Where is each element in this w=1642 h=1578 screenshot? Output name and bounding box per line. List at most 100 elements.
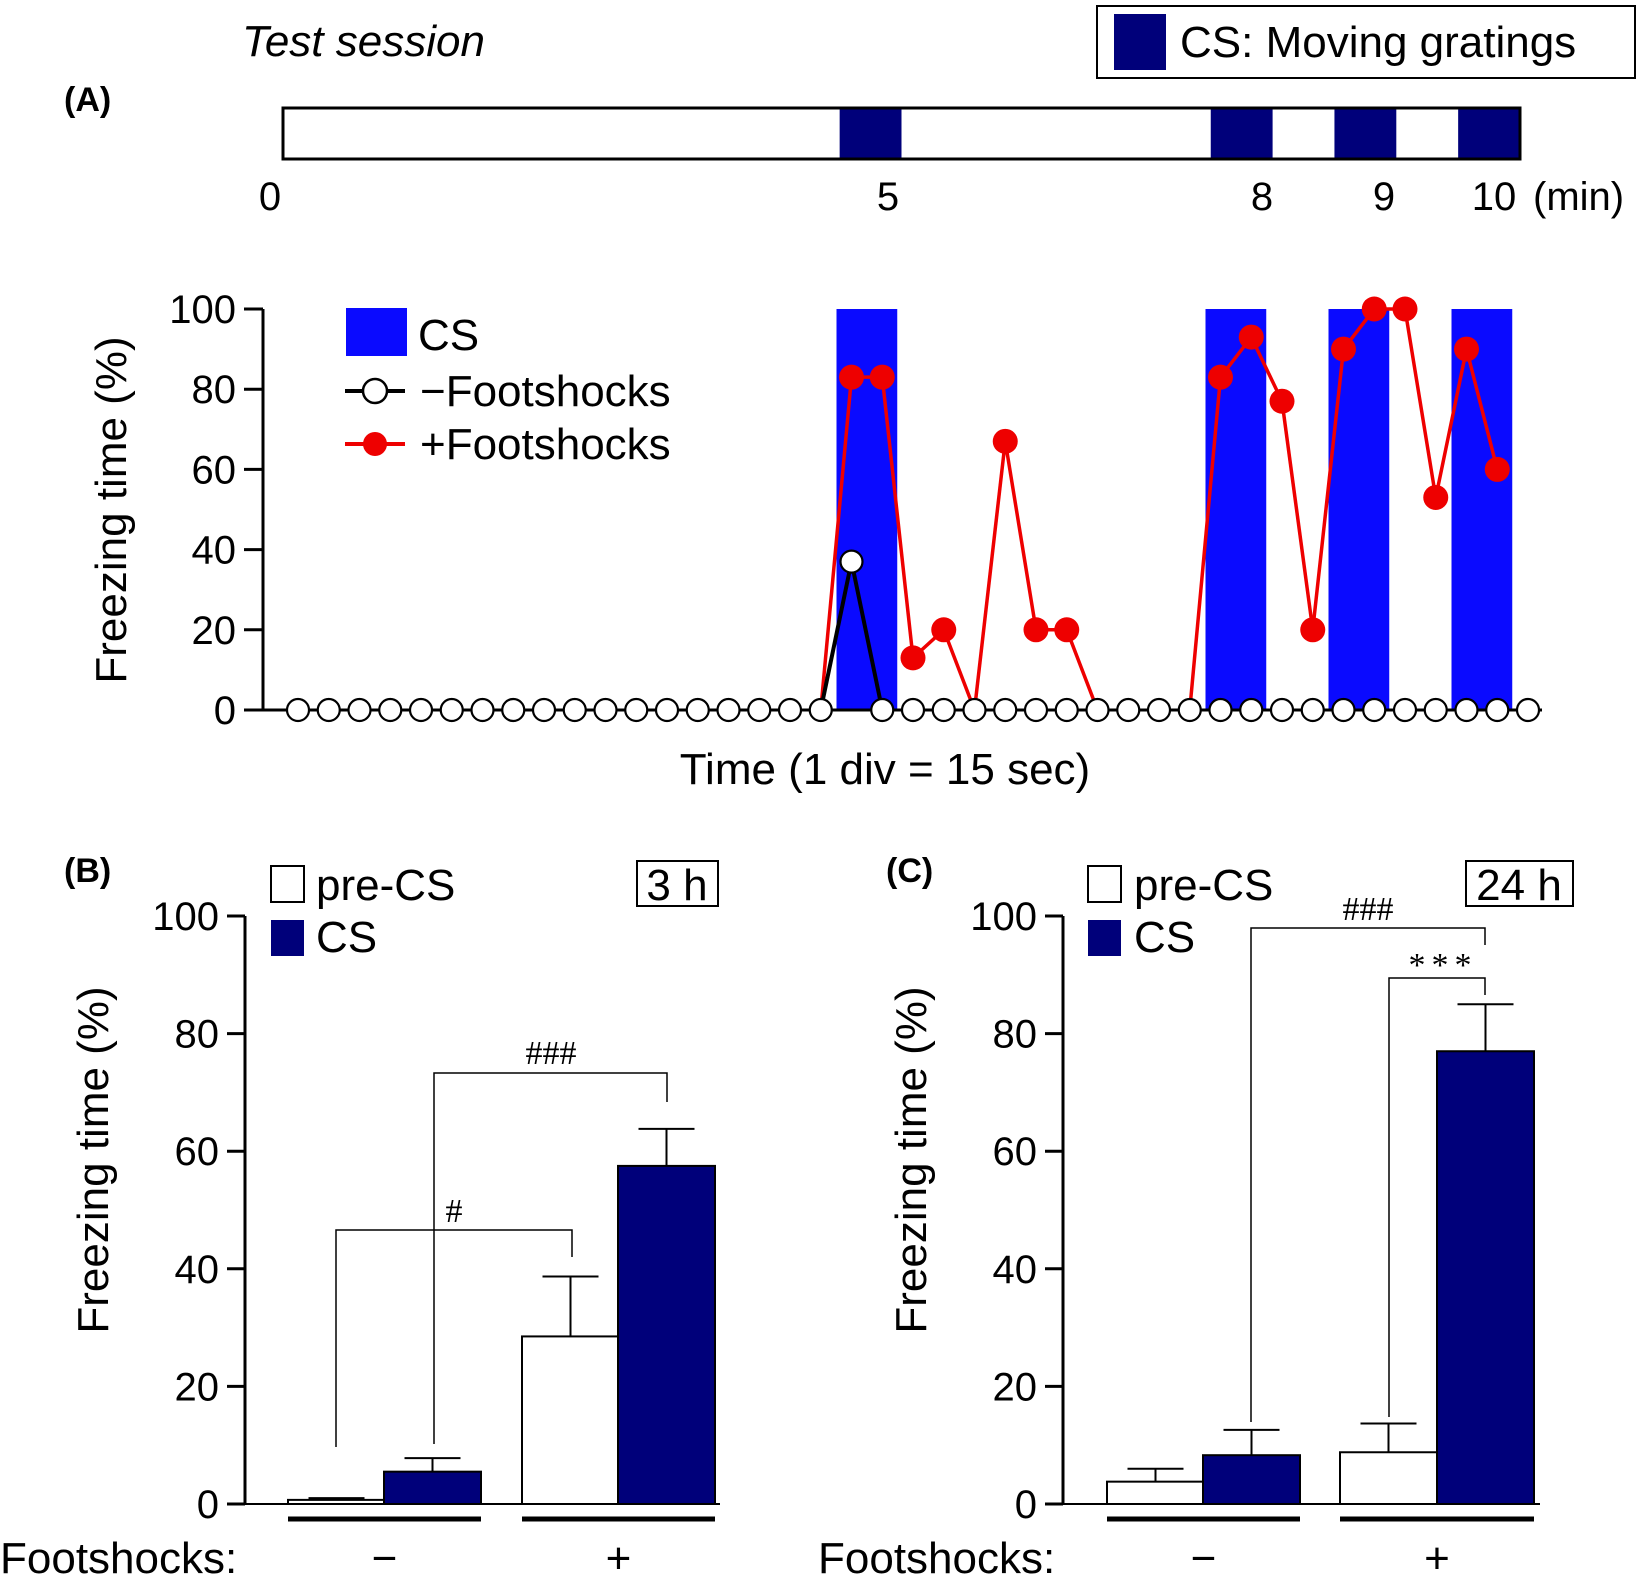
shock-segment-37	[1434, 348, 1469, 498]
legend-no-shock-label: −Footshocks	[420, 367, 671, 416]
no-shock-point-16	[777, 697, 803, 723]
footshocks-label-b: Footshocks:	[0, 1534, 237, 1578]
shock-point-31	[1238, 324, 1264, 350]
no-shock-point-13	[685, 697, 710, 723]
no-shock-point-28	[1146, 697, 1172, 723]
timeline-cs-block-3	[1458, 108, 1520, 159]
b-plot: 0 20 40 60 80 100 − +	[152, 895, 720, 1578]
c-plot-bar-0-1	[1202, 1454, 1301, 1506]
c-plot-y-tick-label-0: 0	[1015, 1483, 1037, 1527]
no-shock-point-20	[900, 697, 926, 723]
panel-b-bar-chart: (B) Freezing time (%) pre-CS CS 3 h 0 20 4…	[0, 852, 720, 1578]
no-shock-point-12	[654, 697, 680, 723]
b-bracket-triple-hash	[433, 1072, 668, 1444]
c-time-box	[1465, 860, 1574, 907]
timeline-bar	[281, 106, 1522, 161]
no-shock-point-31	[1239, 697, 1264, 723]
timeline-tick-5: 5	[877, 175, 899, 219]
no-shock-point-39	[1485, 697, 1510, 723]
b-y-axis-label: Freezing time (%)	[69, 986, 118, 1333]
b-bracket-hash	[335, 1229, 573, 1447]
c-bracket-stars	[1388, 977, 1486, 1417]
c-significance: ### ***	[1250, 891, 1486, 1422]
no-shock-point-35	[1362, 697, 1387, 723]
timeline-cs-blocks	[839, 108, 1520, 159]
no-shock-point-38	[1454, 697, 1479, 723]
no-shock-point-26	[1085, 697, 1110, 723]
no-shock-point-7	[501, 697, 526, 723]
b-legend-cs-swatch	[271, 920, 304, 956]
session-title: Test session	[242, 17, 485, 66]
b-plot-group-label-1: +	[606, 1534, 632, 1578]
cs-legend-label: CS: Moving gratings	[1180, 18, 1576, 67]
timeline-cs-block-1	[1210, 108, 1273, 159]
no-shock-point-19	[870, 697, 895, 723]
timeline-tick-8: 8	[1251, 175, 1273, 219]
legend-cs-swatch	[346, 308, 407, 356]
c-plot-y-tick-label-20: 20	[993, 1365, 1038, 1409]
shock-point-18	[839, 364, 864, 390]
c-legend-cs-swatch	[1088, 920, 1121, 956]
c-bracket-triple-hash	[1250, 927, 1486, 1422]
shock-segment-21	[942, 629, 977, 711]
no-shock-point-32	[1269, 697, 1295, 723]
shock-segment-33	[1311, 348, 1346, 630]
c-sig-stars: ***	[1409, 947, 1478, 984]
c-plot-bar-0-0	[1106, 1480, 1205, 1506]
no-shock-point-37	[1423, 697, 1448, 723]
shock-point-20	[900, 645, 926, 671]
c-plot-bar-1-0	[1339, 1451, 1438, 1505]
no-shock-point-11	[624, 697, 649, 723]
shock-point-30	[1208, 364, 1233, 390]
a-y-tick-label-80: 80	[192, 368, 237, 412]
shock-segment-36	[1403, 308, 1438, 498]
b-plot-group-label-0: −	[372, 1534, 398, 1578]
b-plot-bar-1-0	[521, 1335, 620, 1506]
no-shock-point-33	[1300, 697, 1325, 723]
timeline-cs-block-2	[1334, 108, 1397, 159]
no-shock-point-17	[808, 697, 833, 723]
b-plot-y-tick-label-40: 40	[175, 1248, 220, 1292]
a-y-tick-label-0: 0	[214, 689, 236, 733]
shock-point-37	[1423, 484, 1449, 510]
a-y-axis-label: Freezing time (%)	[87, 336, 136, 683]
b-plot-y-tick-label-60: 60	[175, 1130, 220, 1174]
c-plot-y-tick-label-60: 60	[993, 1130, 1038, 1174]
no-shock-segment-18	[849, 561, 885, 711]
shock-point-21	[931, 617, 957, 643]
a-y-tick-label-100: 100	[169, 288, 236, 332]
c-y-axis-label: Freezing time (%)	[887, 986, 936, 1333]
c-plot: 0 20 40 60 80 100 − +	[970, 895, 1540, 1578]
panel-b-label: (B)	[64, 852, 111, 890]
panel-c-bar-chart: (C) Freezing time (%) pre-CS CS 24 h 0 20…	[818, 852, 1574, 1578]
b-legend-pre-label: pre-CS	[316, 861, 455, 910]
no-shock-point-25	[1054, 697, 1079, 723]
b-plot-y-tick-label-80: 80	[175, 1013, 220, 1057]
legend-shock-marker	[363, 432, 387, 456]
c-plot-y-tick-label-40: 40	[993, 1248, 1038, 1292]
c-plot-bar-1-1	[1436, 1050, 1535, 1505]
timeline-tick-10: 10	[1472, 175, 1517, 219]
no-shock-point-22	[962, 697, 987, 723]
no-shock-point-18	[839, 549, 864, 574]
panel-a-timeline: (A) Test session CS: Moving gratings 0 5…	[64, 5, 1636, 219]
shock-point-19	[869, 364, 895, 390]
legend-no-shock-marker	[361, 377, 389, 405]
legend-cs-label: CS	[418, 311, 479, 360]
c-time-label: 24 h	[1476, 861, 1562, 910]
a-y-tick-label-40: 40	[192, 529, 237, 573]
a-y-ticks: 0 20 40 60 80 100	[169, 288, 263, 733]
c-legend-cs-label: CS	[1134, 913, 1195, 962]
shock-segment-32	[1280, 400, 1315, 631]
shock-point-33	[1300, 617, 1326, 643]
no-shock-point-6	[470, 697, 495, 723]
shock-point-39	[1484, 456, 1510, 482]
no-shock-point-23	[993, 697, 1018, 723]
c-legend-pre-label: pre-CS	[1134, 861, 1273, 910]
shock-segment-23	[1003, 441, 1038, 631]
c-plot-y-tick-label-80: 80	[993, 1013, 1038, 1057]
b-plot-bar-0-1	[383, 1470, 482, 1506]
no-shock-point-21	[931, 697, 956, 723]
no-shock-point-5	[439, 697, 464, 723]
